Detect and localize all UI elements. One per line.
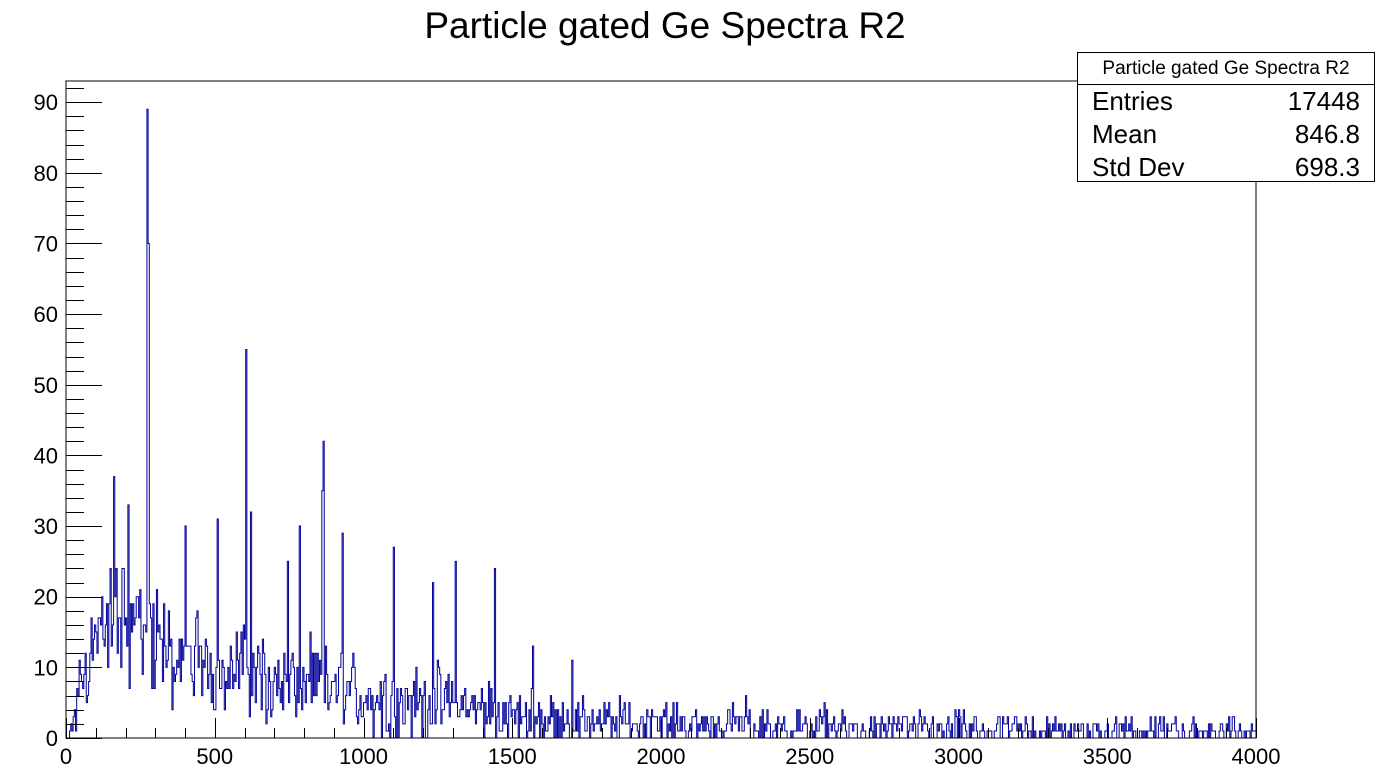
stats-box: Particle gated Ge Spectra R2 Entries 174… — [1077, 52, 1375, 182]
y-tick-label: 50 — [34, 373, 58, 398]
stats-label: Mean — [1092, 119, 1158, 149]
y-tick-label: 0 — [46, 726, 58, 751]
y-tick-label: 70 — [34, 231, 58, 256]
stats-label: Entries — [1092, 86, 1173, 116]
y-tick-label: 30 — [34, 514, 58, 539]
x-tick-label: 4000 — [1232, 744, 1281, 769]
y-tick-label: 10 — [34, 655, 58, 680]
x-tick-label: 3500 — [1083, 744, 1132, 769]
histogram-line — [66, 108, 1257, 739]
x-tick-label: 0 — [60, 744, 72, 769]
histogram-bars — [66, 108, 1257, 739]
x-tick-label: 1000 — [339, 744, 388, 769]
x-tick-label: 3000 — [934, 744, 983, 769]
x-axis-labels: 0 500 1000 1500 2000 2500 3000 3500 4000 — [60, 744, 1281, 769]
x-axis — [66, 718, 1257, 738]
stats-row-stddev: Std Dev 698.3 — [1078, 151, 1374, 184]
stats-value: 17448 — [1287, 86, 1360, 116]
y-tick-label: 20 — [34, 585, 58, 610]
y-axis-labels: 0 10 20 30 40 50 60 70 80 90 — [34, 90, 58, 751]
y-tick-label: 60 — [34, 302, 58, 327]
x-tick-label: 500 — [196, 744, 233, 769]
stats-row-entries: Entries 17448 — [1078, 85, 1374, 118]
stats-value: 698.3 — [1294, 152, 1360, 182]
stats-value: 846.8 — [1294, 119, 1360, 149]
y-tick-label: 40 — [34, 443, 58, 468]
x-tick-label: 2500 — [785, 744, 834, 769]
y-tick-label: 80 — [34, 161, 58, 186]
y-axis — [66, 88, 102, 739]
stats-row-mean: Mean 846.8 — [1078, 118, 1374, 151]
stats-box-title: Particle gated Ge Spectra R2 — [1078, 53, 1374, 85]
y-tick-label: 90 — [34, 90, 58, 115]
chart-title: Particle gated Ge Spectra R2 — [424, 5, 906, 46]
x-tick-label: 2000 — [637, 744, 686, 769]
x-tick-label: 1500 — [488, 744, 537, 769]
stats-label: Std Dev — [1092, 152, 1185, 182]
